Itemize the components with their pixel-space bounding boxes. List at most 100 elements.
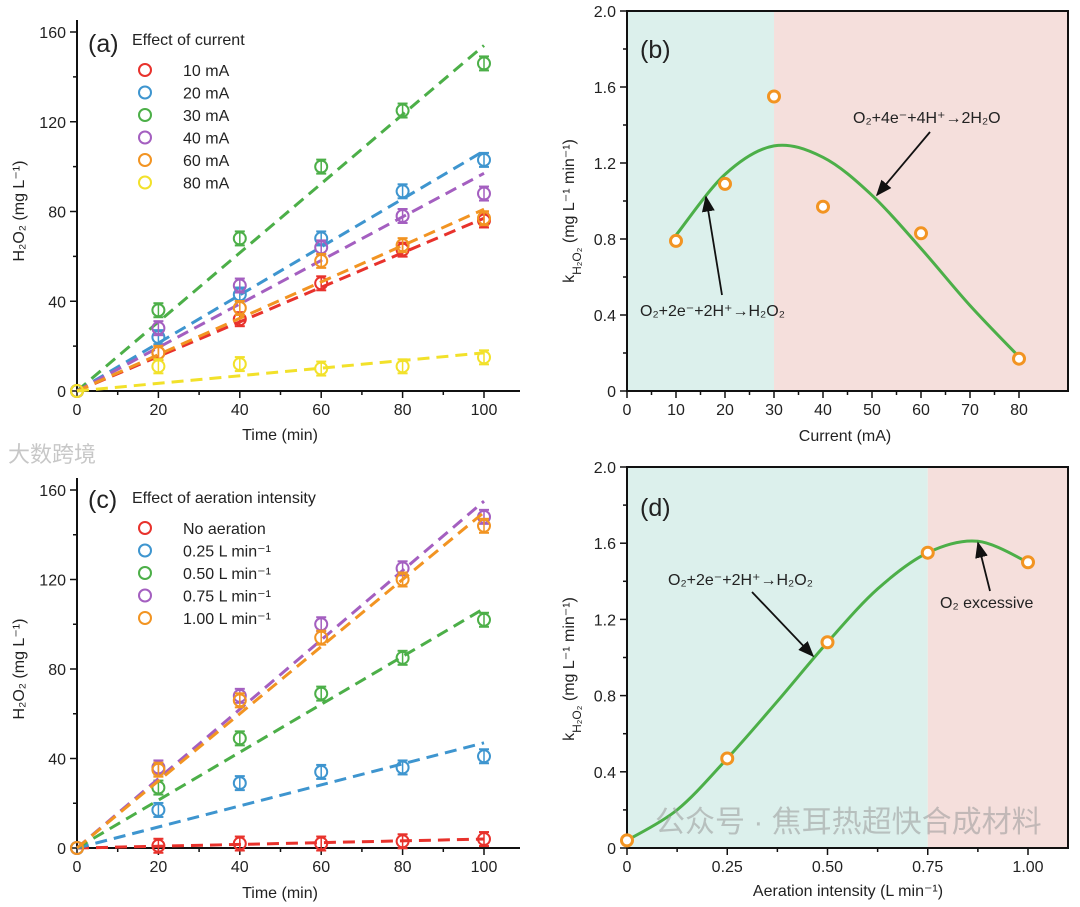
x-axis-label: Time (min) [242, 885, 318, 902]
x-tick-label: 80 [394, 402, 412, 419]
data-point [314, 836, 329, 851]
fit-line [76, 351, 485, 393]
data-point [1012, 351, 1026, 366]
data-point [669, 233, 683, 248]
shaded-region [627, 467, 928, 848]
x-tick-label: 0.50 [812, 859, 843, 876]
x-tick-label: 60 [312, 859, 330, 876]
legend-marker [138, 611, 152, 625]
data-point [151, 802, 166, 817]
panel-d: kH₂O₂ (mg L⁻¹ min⁻¹) [561, 466, 1069, 855]
data-point [232, 693, 247, 708]
data-point [314, 686, 329, 701]
legend-label: 30 mA [183, 108, 230, 125]
panel-c [70, 478, 520, 855]
panel-label: (a) [88, 30, 119, 58]
data-point [70, 384, 84, 398]
y-tick-label: 0.8 [594, 232, 616, 249]
legend-label: 60 mA [183, 153, 230, 170]
fit-line [76, 44, 485, 393]
data-point [395, 834, 410, 849]
y-tick-label: 120 [39, 573, 66, 590]
x-tick-label: 0 [73, 402, 82, 419]
data-point [395, 184, 410, 199]
fit-line [76, 500, 485, 850]
data-point [477, 186, 491, 201]
fit-curve [674, 143, 1021, 358]
data-point [232, 731, 247, 746]
x-tick-label: 100 [471, 402, 498, 419]
annotation-text: O₂ excessive [940, 595, 1033, 612]
y-tick-label: 1.2 [594, 156, 616, 173]
y-tick-label: 80 [48, 662, 66, 679]
legend-marker [138, 63, 152, 77]
y-label-k: k [561, 732, 578, 741]
x-tick-label: 100 [471, 859, 498, 876]
x-tick-label: 40 [231, 402, 249, 419]
y-label-sub: H₂O₂ [570, 705, 584, 733]
x-tick-label: 50 [863, 402, 881, 419]
y-tick-label: 1.2 [594, 612, 616, 629]
data-point [920, 545, 935, 560]
x-tick-label: 60 [312, 402, 330, 419]
data-point [1021, 555, 1035, 570]
legend-label: No aeration [183, 521, 266, 538]
x-tick-label: 10 [667, 402, 685, 419]
y-tick-label: 0.8 [594, 689, 616, 706]
x-axis-label: Time (min) [242, 427, 318, 444]
legend-marker [138, 521, 152, 535]
y-tick-label: 120 [39, 115, 66, 132]
x-tick-label: 0 [73, 859, 82, 876]
data-point [720, 751, 735, 766]
annotation-arrow [701, 195, 723, 296]
y-label-k: k [561, 274, 578, 283]
data-point [232, 836, 247, 851]
data-point [395, 208, 410, 223]
data-point [314, 159, 329, 174]
x-tick-label: 0 [623, 402, 632, 419]
shaded-region [774, 11, 1068, 391]
data-point [477, 152, 491, 167]
data-point [816, 199, 830, 214]
annotation-text: O₂+2e⁻+2H⁺→H₂O₂ [668, 572, 813, 589]
y-tick-label: 2.0 [594, 460, 616, 477]
data-point [620, 833, 634, 848]
x-tick-label: 20 [716, 402, 734, 419]
y-tick-label: 0 [57, 384, 66, 401]
legend-title: Effect of aeration intensity [132, 490, 316, 507]
y-label-rest: (mg L⁻¹ min⁻¹) [561, 597, 578, 705]
data-point [477, 56, 491, 71]
y-tick-label: 160 [39, 483, 66, 500]
legend-label: 0.25 L min⁻¹ [183, 544, 271, 561]
x-tick-label: 80 [394, 859, 412, 876]
data-point [314, 276, 329, 291]
legend-marker [138, 108, 152, 122]
x-axis-label: Aeration intensity (L min⁻¹) [753, 883, 943, 900]
panel-label: (b) [640, 36, 671, 64]
x-tick-label: 40 [814, 402, 832, 419]
y-tick-label: 0 [607, 841, 616, 858]
x-axis-label: Current (mA) [799, 428, 891, 445]
data-point [314, 361, 329, 376]
data-point [151, 838, 166, 853]
y-tick-label: 0.4 [594, 308, 616, 325]
y-axis-label: H₂O₂ (mg L⁻¹) [11, 161, 28, 262]
shaded-region [927, 467, 1068, 848]
y-tick-label: 1.6 [594, 80, 616, 97]
x-tick-label: 40 [231, 859, 249, 876]
fit-line [76, 149, 485, 393]
panel-a [70, 20, 520, 398]
data-point [232, 776, 247, 791]
x-tick-label: 70 [961, 402, 979, 419]
y-tick-label: 80 [48, 205, 66, 222]
panel-label: (c) [88, 486, 117, 514]
legend-label: 0.75 L min⁻¹ [183, 589, 271, 606]
data-point [232, 300, 247, 315]
data-point [232, 278, 247, 293]
data-point [151, 303, 166, 318]
annotation-arrow [751, 591, 815, 658]
watermark-text: 公众号 · 焦耳热超快合成材料 [655, 806, 1042, 839]
legend-marker [138, 543, 152, 558]
x-tick-label: 1.00 [1012, 859, 1043, 876]
